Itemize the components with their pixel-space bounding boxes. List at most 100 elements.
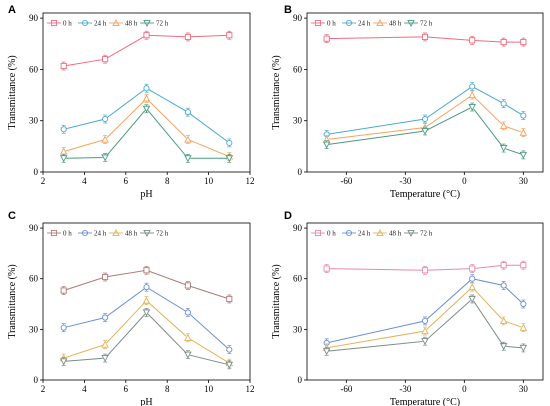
data-point	[520, 300, 527, 308]
legend-marker	[376, 229, 384, 237]
data-point	[184, 309, 191, 316]
y-tick-label: 30	[29, 324, 39, 334]
legend-marker	[314, 229, 322, 237]
x-axis-title: pH	[140, 189, 152, 200]
plot-frame	[306, 222, 544, 381]
data-point	[499, 121, 508, 129]
data-point-bg	[422, 318, 428, 324]
legend-label: 72 h	[420, 20, 433, 28]
data-point-bg	[226, 140, 232, 146]
panel-letter: D	[284, 210, 292, 222]
data-point	[469, 37, 476, 44]
legend-marker	[81, 19, 89, 27]
x-axis-title: Temperature (°C)	[390, 397, 460, 406]
legend: 0 h 24 h 48 h 72 h	[47, 19, 169, 28]
series-48h	[59, 296, 234, 368]
data-point	[142, 309, 151, 317]
data-point-bg	[102, 274, 108, 280]
series-24h	[323, 274, 527, 348]
data-point	[499, 316, 508, 324]
series-0h	[323, 260, 527, 275]
data-point-bg	[226, 347, 232, 353]
data-point-bg	[185, 310, 191, 315]
data-point	[322, 141, 331, 149]
y-tick-label: 0	[298, 375, 303, 385]
x-tick-label: 2	[41, 176, 46, 186]
legend-label: 72 h	[420, 230, 433, 238]
data-point	[421, 267, 429, 274]
series-24h	[60, 83, 233, 148]
series-72h	[59, 308, 234, 370]
data-point-bg	[102, 315, 108, 320]
y-axis-title: Transmittance (%)	[271, 55, 282, 129]
data-point	[421, 317, 429, 324]
y-axis-title: Transmittance (%)	[7, 264, 18, 338]
data-point	[184, 282, 191, 289]
x-tick-label: -30	[399, 384, 411, 394]
x-tick-label: 10	[204, 176, 214, 186]
data-point	[421, 115, 429, 123]
data-point	[519, 128, 528, 136]
series-72h	[322, 294, 528, 356]
data-point	[226, 32, 233, 39]
data-point-bg	[102, 116, 108, 122]
data-point-bg	[61, 126, 67, 132]
data-point	[101, 154, 109, 162]
data-point	[102, 115, 109, 123]
legend-label: 48 h	[389, 20, 402, 28]
legend-label: 72 h	[156, 20, 169, 28]
data-point	[226, 295, 233, 303]
legend: 0 h 24 h 48 h 72 h	[311, 229, 433, 238]
legend-label: 24 h	[94, 230, 107, 238]
legend-marker	[143, 229, 151, 237]
data-point	[143, 32, 150, 39]
data-point	[500, 39, 507, 46]
data-point	[500, 100, 507, 107]
data-point-bg	[61, 63, 67, 69]
legend-marker	[314, 19, 322, 27]
data-point-bg	[501, 283, 507, 288]
data-point-bg	[501, 101, 507, 107]
y-tick-label: 0	[34, 375, 39, 385]
data-point-bg	[226, 32, 232, 38]
data-point	[60, 62, 67, 70]
data-point	[468, 295, 476, 303]
data-point	[519, 151, 528, 159]
data-point-bg	[469, 276, 475, 282]
data-point	[421, 33, 429, 40]
legend-label: 0 h	[63, 20, 72, 28]
data-point	[60, 324, 67, 331]
data-point	[421, 327, 429, 335]
data-point	[101, 340, 109, 348]
legend: 0 h 24 h 48 h 72 h	[47, 229, 169, 238]
data-point-bg	[501, 262, 507, 268]
data-point	[184, 109, 191, 116]
panel-letter: C	[8, 210, 16, 222]
data-point	[142, 296, 151, 304]
legend-label: 48 h	[125, 20, 138, 28]
x-axis-title: pH	[140, 397, 152, 406]
data-point	[520, 262, 527, 269]
y-tick-label: 90	[293, 13, 303, 23]
x-tick-label: 8	[165, 176, 170, 186]
y-tick-label: 0	[34, 167, 39, 177]
data-point-bg	[469, 37, 475, 43]
x-tick-label: -60	[340, 384, 352, 394]
plot-frame	[306, 12, 544, 173]
x-tick-label: 6	[124, 384, 129, 394]
data-point-bg	[469, 266, 475, 271]
y-tick-label: 30	[29, 116, 39, 126]
data-point	[323, 35, 330, 42]
data-point	[184, 351, 192, 359]
x-tick-label: 2	[41, 384, 46, 394]
series-line	[63, 34, 230, 67]
y-tick-label: 60	[29, 274, 39, 284]
data-point-bg	[520, 301, 526, 307]
data-point	[101, 355, 109, 363]
y-tick-label: 30	[293, 116, 303, 126]
data-point	[184, 155, 192, 163]
y-tick-label: 90	[29, 13, 39, 23]
plot-frame	[42, 222, 251, 381]
data-point-bg	[422, 116, 428, 122]
